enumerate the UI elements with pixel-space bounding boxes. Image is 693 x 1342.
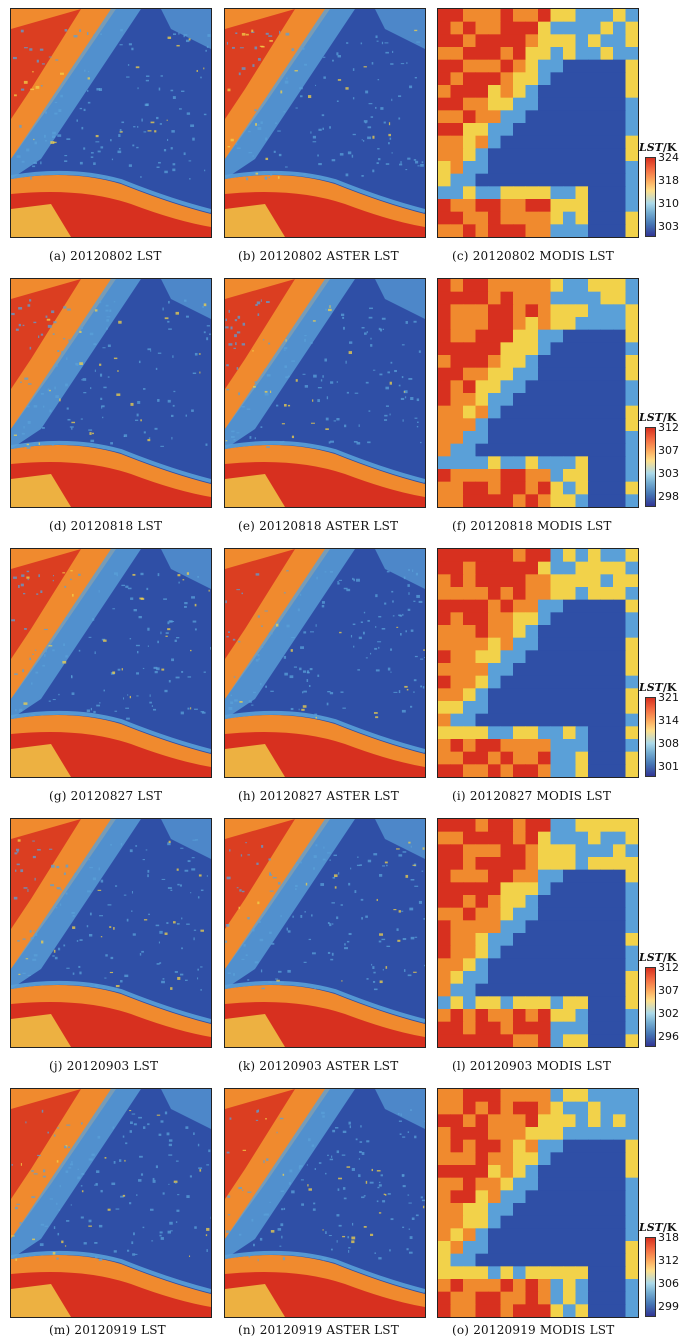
lst-map [10, 8, 212, 238]
colorbar-tick-label: 301 [658, 760, 679, 773]
modis-lst-map [437, 278, 639, 508]
modis-lst-map [437, 818, 639, 1048]
colorbar-title: LST/K [639, 681, 677, 694]
colorbar-tick-label: 312 [658, 1254, 679, 1267]
panel-caption: (a) 20120802 LST [49, 249, 162, 263]
panel-caption: (d) 20120818 LST [49, 519, 163, 533]
colorbar-tick-label: 318 [658, 174, 679, 187]
modis-lst-map [437, 8, 639, 238]
colorbar-tick-label: 308 [658, 737, 679, 750]
colorbar-tick-label: 314 [658, 714, 679, 727]
colorbar-tick-label: 310 [658, 197, 679, 210]
modis-lst-map [437, 548, 639, 778]
lst-map [10, 278, 212, 508]
colorbar-title: LST/K [639, 951, 677, 964]
aster-lst-map [224, 8, 426, 238]
colorbar-tick-label: 312 [658, 961, 679, 974]
panel-caption: (b) 20120802 ASTER LST [238, 249, 399, 263]
lst-map [10, 818, 212, 1048]
panel-caption: (h) 20120827 ASTER LST [238, 789, 399, 803]
colorbar-tick-label: 307 [658, 444, 679, 457]
colorbar [645, 427, 656, 507]
colorbar-tick-label: 296 [658, 1030, 679, 1043]
colorbar-title: LST/K [639, 141, 677, 154]
colorbar-tick-label: 306 [658, 1277, 679, 1290]
colorbar [645, 967, 656, 1047]
aster-lst-map [224, 278, 426, 508]
panel-caption: (f) 20120818 MODIS LST [452, 519, 612, 533]
colorbar-tick-label: 312 [658, 421, 679, 434]
colorbar [645, 1237, 656, 1317]
aster-lst-map [224, 818, 426, 1048]
colorbar-title: LST/K [639, 411, 677, 424]
lst-map [10, 548, 212, 778]
colorbar-tick-label: 307 [658, 984, 679, 997]
panel-caption: (g) 20120827 LST [49, 789, 163, 803]
panel-caption: (o) 20120919 MODIS LST [452, 1323, 615, 1337]
panel-caption: (k) 20120903 ASTER LST [238, 1059, 399, 1073]
lst-map [10, 1088, 212, 1318]
colorbar-title: LST/K [639, 1221, 677, 1234]
panel-caption: (j) 20120903 LST [49, 1059, 159, 1073]
panel-caption: (n) 20120919 ASTER LST [238, 1323, 399, 1337]
colorbar-tick-label: 298 [658, 490, 679, 503]
panel-caption: (i) 20120827 MODIS LST [452, 789, 612, 803]
colorbar-tick-label: 321 [658, 691, 679, 704]
panel-caption: (c) 20120802 MODIS LST [452, 249, 614, 263]
aster-lst-map [224, 548, 426, 778]
colorbar [645, 157, 656, 237]
panel-caption: (l) 20120903 MODIS LST [452, 1059, 612, 1073]
aster-lst-map [224, 1088, 426, 1318]
panel-caption: (e) 20120818 ASTER LST [238, 519, 399, 533]
modis-lst-map [437, 1088, 639, 1318]
colorbar-tick-label: 324 [658, 151, 679, 164]
colorbar-tick-label: 303 [658, 220, 679, 233]
colorbar-tick-label: 302 [658, 1007, 679, 1020]
colorbar [645, 697, 656, 777]
colorbar-tick-label: 318 [658, 1231, 679, 1244]
colorbar-tick-label: 303 [658, 467, 679, 480]
colorbar-tick-label: 299 [658, 1300, 679, 1313]
panel-caption: (m) 20120919 LST [49, 1323, 166, 1337]
